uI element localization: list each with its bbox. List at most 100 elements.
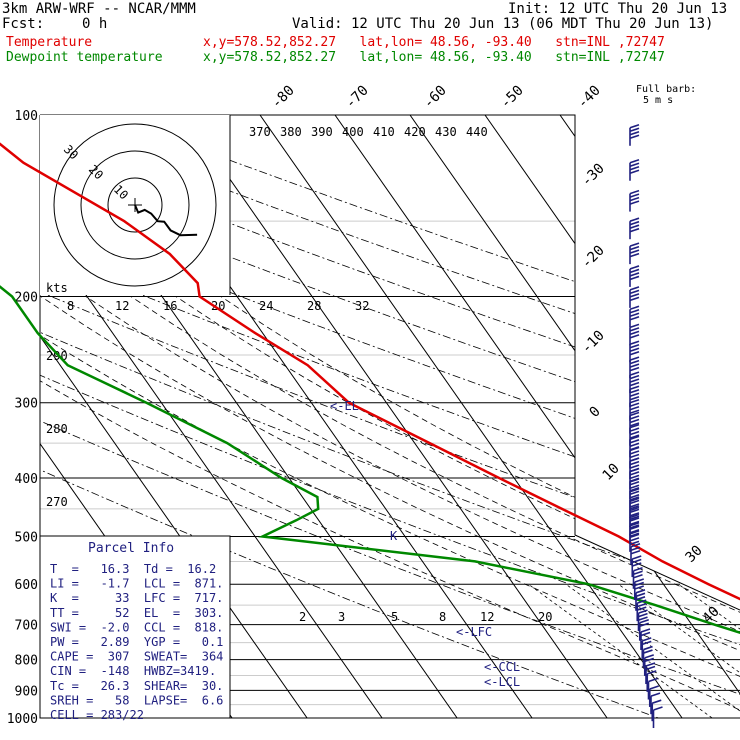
wind-barb-flag: [648, 677, 658, 683]
wind-barb-flag: [629, 359, 640, 365]
wind-barb-flag: [629, 366, 640, 372]
wind-barb-flag: [638, 612, 648, 618]
wind-barb-flag: [629, 457, 640, 462]
mixing-ratio-label: 3: [338, 610, 345, 624]
wind-barb: [632, 567, 643, 589]
wind-barb-flag: [629, 533, 640, 539]
wind-barb-flag: [629, 494, 640, 499]
wind-barb-flag: [629, 165, 640, 171]
wind-barb: [629, 398, 640, 421]
wind-barb-flag: [629, 189, 640, 195]
wind-barb-flag: [629, 506, 640, 512]
wind-barb-flag: [629, 286, 640, 291]
isotherm-tick-label: 10: [600, 461, 623, 484]
wind-barb-flag: [629, 196, 640, 202]
wind-barb-flag: [629, 371, 640, 376]
forecast-label: Fcst:: [2, 16, 45, 32]
dry-adiabat: [40, 115, 740, 718]
parcel-info-row: T = 16.3 Td = 16.2: [50, 562, 216, 576]
barb-legend-unit: 5 m s: [643, 95, 673, 106]
wind-barb-flag: [629, 505, 640, 510]
isotherm: [40, 115, 308, 718]
wind-barb-flag: [629, 374, 640, 380]
wind-barb-flag: [634, 585, 645, 590]
wind-barb-flag: [629, 513, 640, 519]
speed-axis-label: 16: [163, 299, 177, 313]
wind-barb: [629, 305, 640, 328]
wind-barb: [629, 423, 640, 446]
hodograph-ring: [53, 123, 217, 287]
isotherm: [334, 115, 740, 718]
wind-barb-flag: [629, 434, 640, 439]
wind-barb: [629, 189, 640, 212]
wind-barb-flag: [629, 396, 640, 401]
wind-barb: [640, 628, 651, 650]
isotherm-tick-label: -40: [575, 83, 604, 112]
parcel-info-row: K = 33 LFC = 717.: [50, 591, 223, 605]
wind-barb-flag: [629, 439, 640, 444]
parcel-level-marker: <-EL: [330, 399, 359, 413]
parcel-info-row: TT = 52 EL = 303.: [50, 606, 223, 620]
model-title: 3km ARW-WRF -- NCAR/MMM: [2, 1, 196, 17]
wind-barb: [635, 589, 646, 611]
wind-barb: [629, 340, 640, 363]
mixing-ratio-label: 2: [299, 610, 306, 624]
wind-barb-flag: [629, 340, 640, 346]
theta-label: 420: [404, 125, 426, 139]
pressure-tick-label: 500: [15, 530, 38, 545]
mixing-ratio-label: 12: [480, 610, 494, 624]
isotherm-tick-label: -20: [579, 243, 608, 272]
pressure-tick-label: 400: [15, 472, 38, 487]
wind-barb-flag: [629, 127, 640, 133]
wind-barb-flag: [629, 532, 640, 538]
wind-barb-flag: [638, 616, 648, 621]
wind-barb-flag: [641, 640, 652, 646]
wind-barb-flag: [629, 323, 640, 329]
wind-barb-flag: [629, 162, 640, 168]
parcel-level-marker: <-LFC: [456, 625, 492, 639]
speed-axis-label: 24: [259, 299, 273, 313]
wind-barb-flag: [640, 631, 651, 637]
wind-barb-flag: [629, 517, 640, 522]
wind-barb-flag: [629, 499, 640, 505]
wind-barb-flag: [636, 606, 647, 611]
wind-barb: [629, 265, 640, 287]
forecast-hour: 0 h: [82, 16, 108, 32]
wind-barb-flag: [629, 389, 640, 394]
wind-barb-flag: [634, 581, 645, 587]
wind-barb-flag: [650, 692, 661, 697]
wind-barb-flag: [629, 227, 640, 233]
wind-barb-flag: [629, 460, 640, 466]
speed-axis-label: 8: [67, 299, 74, 313]
mixing-ratio-line: [565, 583, 740, 718]
speed-axis-label: 28: [307, 299, 321, 313]
wind-barb: [629, 158, 640, 181]
wind-barb-flag: [629, 427, 640, 432]
wind-barb-flag: [629, 520, 640, 526]
wind-barb-flag: [629, 453, 640, 459]
wind-barb-flag: [629, 305, 640, 311]
wind-barb-flag: [633, 570, 643, 576]
wind-barb-flag: [630, 546, 641, 552]
wind-barb-flag: [629, 275, 640, 281]
wind-barb: [648, 685, 660, 707]
wind-barb-flag: [629, 265, 640, 270]
wind-barb-flag: [629, 508, 640, 514]
wind-barb-flag: [629, 524, 640, 529]
wind-barb: [629, 124, 640, 146]
dewpoint-line: [0, 285, 740, 635]
temperature-location: x,y=578.52,852.27 lat,lon= 48.56, -93.40…: [203, 35, 665, 50]
parcel-info-title: Parcel Info: [88, 541, 174, 556]
temperature-line: [0, 142, 740, 601]
speed-axis-label: 12: [115, 299, 129, 313]
wind-barb-flag: [629, 378, 640, 383]
parcel-info-row: CELL = 283/22: [50, 708, 144, 722]
wind-barb: [629, 217, 640, 240]
wind-barb-flag: [629, 415, 640, 420]
barb-legend-label: Full barb:: [636, 84, 696, 95]
wind-barb-flag: [629, 512, 640, 517]
wind-barb-flag: [629, 217, 640, 222]
wind-barb-flag: [629, 242, 640, 247]
wind-barb: [636, 599, 647, 622]
